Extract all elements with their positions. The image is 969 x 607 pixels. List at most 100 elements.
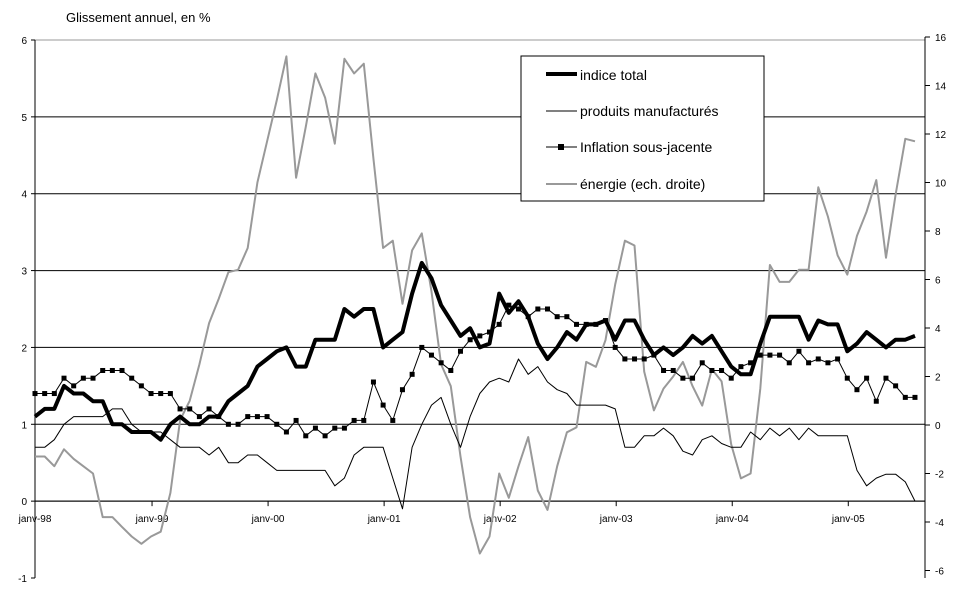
chart-title: Glissement annuel, en % bbox=[66, 10, 211, 25]
data-point-marker bbox=[738, 364, 744, 370]
data-point-marker bbox=[361, 417, 367, 423]
y-left-tick-label: 1 bbox=[21, 420, 27, 431]
data-point-marker bbox=[245, 414, 251, 420]
data-point-marker bbox=[196, 414, 202, 420]
data-point-marker bbox=[148, 391, 154, 397]
data-point-marker bbox=[341, 425, 347, 431]
y-left-tick-label: 5 bbox=[21, 113, 27, 124]
data-point-marker bbox=[390, 417, 396, 423]
data-point-marker bbox=[873, 398, 879, 404]
x-tick-label: janv-98 bbox=[18, 514, 52, 525]
data-point-marker bbox=[680, 375, 686, 381]
y-left-tick-label: 3 bbox=[21, 267, 27, 278]
data-point-marker bbox=[796, 348, 802, 354]
data-point-marker bbox=[545, 306, 551, 312]
data-point-marker bbox=[670, 367, 676, 373]
data-point-marker bbox=[274, 421, 280, 427]
x-tick-label: janv-00 bbox=[251, 514, 285, 525]
data-point-marker bbox=[71, 383, 77, 389]
data-point-marker bbox=[187, 406, 193, 412]
series-line-1 bbox=[35, 358, 916, 510]
data-point-marker bbox=[399, 387, 405, 393]
data-point-marker bbox=[235, 421, 241, 427]
data-point-marker bbox=[854, 387, 860, 393]
data-point-marker bbox=[893, 383, 899, 389]
data-point-marker bbox=[641, 356, 647, 362]
data-point-marker bbox=[51, 391, 57, 397]
data-point-marker bbox=[574, 321, 580, 327]
data-point-marker bbox=[370, 379, 376, 385]
y-left-tick-label: 4 bbox=[21, 190, 27, 201]
data-point-marker bbox=[167, 391, 173, 397]
data-point-marker bbox=[225, 421, 231, 427]
data-point-marker bbox=[496, 321, 502, 327]
y-left-tick-label: 0 bbox=[21, 497, 27, 508]
data-point-marker bbox=[728, 375, 734, 381]
data-point-marker bbox=[844, 375, 850, 381]
data-point-marker bbox=[786, 360, 792, 366]
series-line-2 bbox=[35, 304, 915, 437]
data-point-marker bbox=[109, 367, 115, 373]
y-right-tick-label: 10 bbox=[935, 179, 947, 190]
y-right-tick-label: -4 bbox=[935, 518, 944, 529]
data-point-marker bbox=[748, 360, 754, 366]
legend-label-inflation: Inflation sous-jacente bbox=[580, 139, 713, 155]
y-left-tick-label: 6 bbox=[21, 36, 27, 47]
data-point-marker bbox=[554, 314, 560, 320]
x-tick-label: janv-99 bbox=[135, 514, 169, 525]
data-point-marker bbox=[486, 329, 492, 335]
y-right-tick-label: 14 bbox=[935, 82, 947, 93]
y-right-tick-label: 4 bbox=[935, 324, 941, 335]
data-point-marker bbox=[757, 352, 763, 358]
x-tick-label: janv-04 bbox=[715, 514, 749, 525]
data-point-marker bbox=[516, 306, 521, 312]
series-line-0 bbox=[33, 260, 916, 442]
data-point-marker bbox=[351, 417, 357, 423]
data-point-marker bbox=[380, 402, 386, 408]
gridlines bbox=[35, 39, 925, 502]
data-point-marker bbox=[264, 414, 270, 420]
y-right-tick-label: 8 bbox=[935, 227, 941, 238]
data-point-marker bbox=[322, 433, 328, 439]
data-point-marker bbox=[506, 302, 512, 308]
data-point-marker bbox=[815, 356, 821, 362]
data-point-marker bbox=[661, 367, 667, 373]
data-point-marker bbox=[709, 367, 715, 373]
data-point-marker bbox=[912, 394, 918, 400]
data-point-marker bbox=[90, 375, 96, 381]
data-point-marker bbox=[457, 348, 463, 354]
y-left-tick-label: 2 bbox=[21, 343, 27, 354]
y-right-tick-label: 12 bbox=[935, 130, 947, 141]
data-point-marker bbox=[699, 360, 705, 366]
series-group bbox=[32, 55, 918, 555]
legend-label-energie: énergie (ech. droite) bbox=[580, 176, 705, 192]
y-right-tick-label: 2 bbox=[935, 373, 941, 384]
data-point-marker bbox=[902, 394, 908, 400]
legend-marker-inflation bbox=[558, 144, 564, 150]
data-point-marker bbox=[448, 367, 454, 373]
data-point-marker bbox=[80, 375, 86, 381]
data-point-marker bbox=[632, 356, 638, 362]
y-right-tick-label: -6 bbox=[935, 567, 944, 578]
legend-label-indice-total: indice total bbox=[580, 67, 647, 83]
data-point-marker bbox=[32, 391, 38, 397]
data-point-marker bbox=[777, 352, 783, 358]
data-point-marker bbox=[293, 417, 299, 423]
data-point-marker bbox=[477, 333, 483, 339]
data-point-marker bbox=[428, 352, 434, 358]
data-point-marker bbox=[409, 371, 415, 377]
y-right-tick-label: 6 bbox=[935, 276, 941, 287]
data-point-marker bbox=[119, 367, 125, 373]
data-point-marker bbox=[419, 344, 425, 350]
data-point-marker bbox=[612, 344, 618, 350]
data-point-marker bbox=[690, 375, 696, 381]
data-point-marker bbox=[564, 314, 570, 320]
data-point-marker bbox=[438, 360, 444, 366]
data-point-marker bbox=[825, 360, 831, 366]
y-right-tick-label: 0 bbox=[935, 421, 941, 432]
data-point-marker bbox=[283, 429, 289, 435]
data-point-marker bbox=[864, 375, 870, 381]
x-tick-label: janv-05 bbox=[831, 514, 865, 525]
